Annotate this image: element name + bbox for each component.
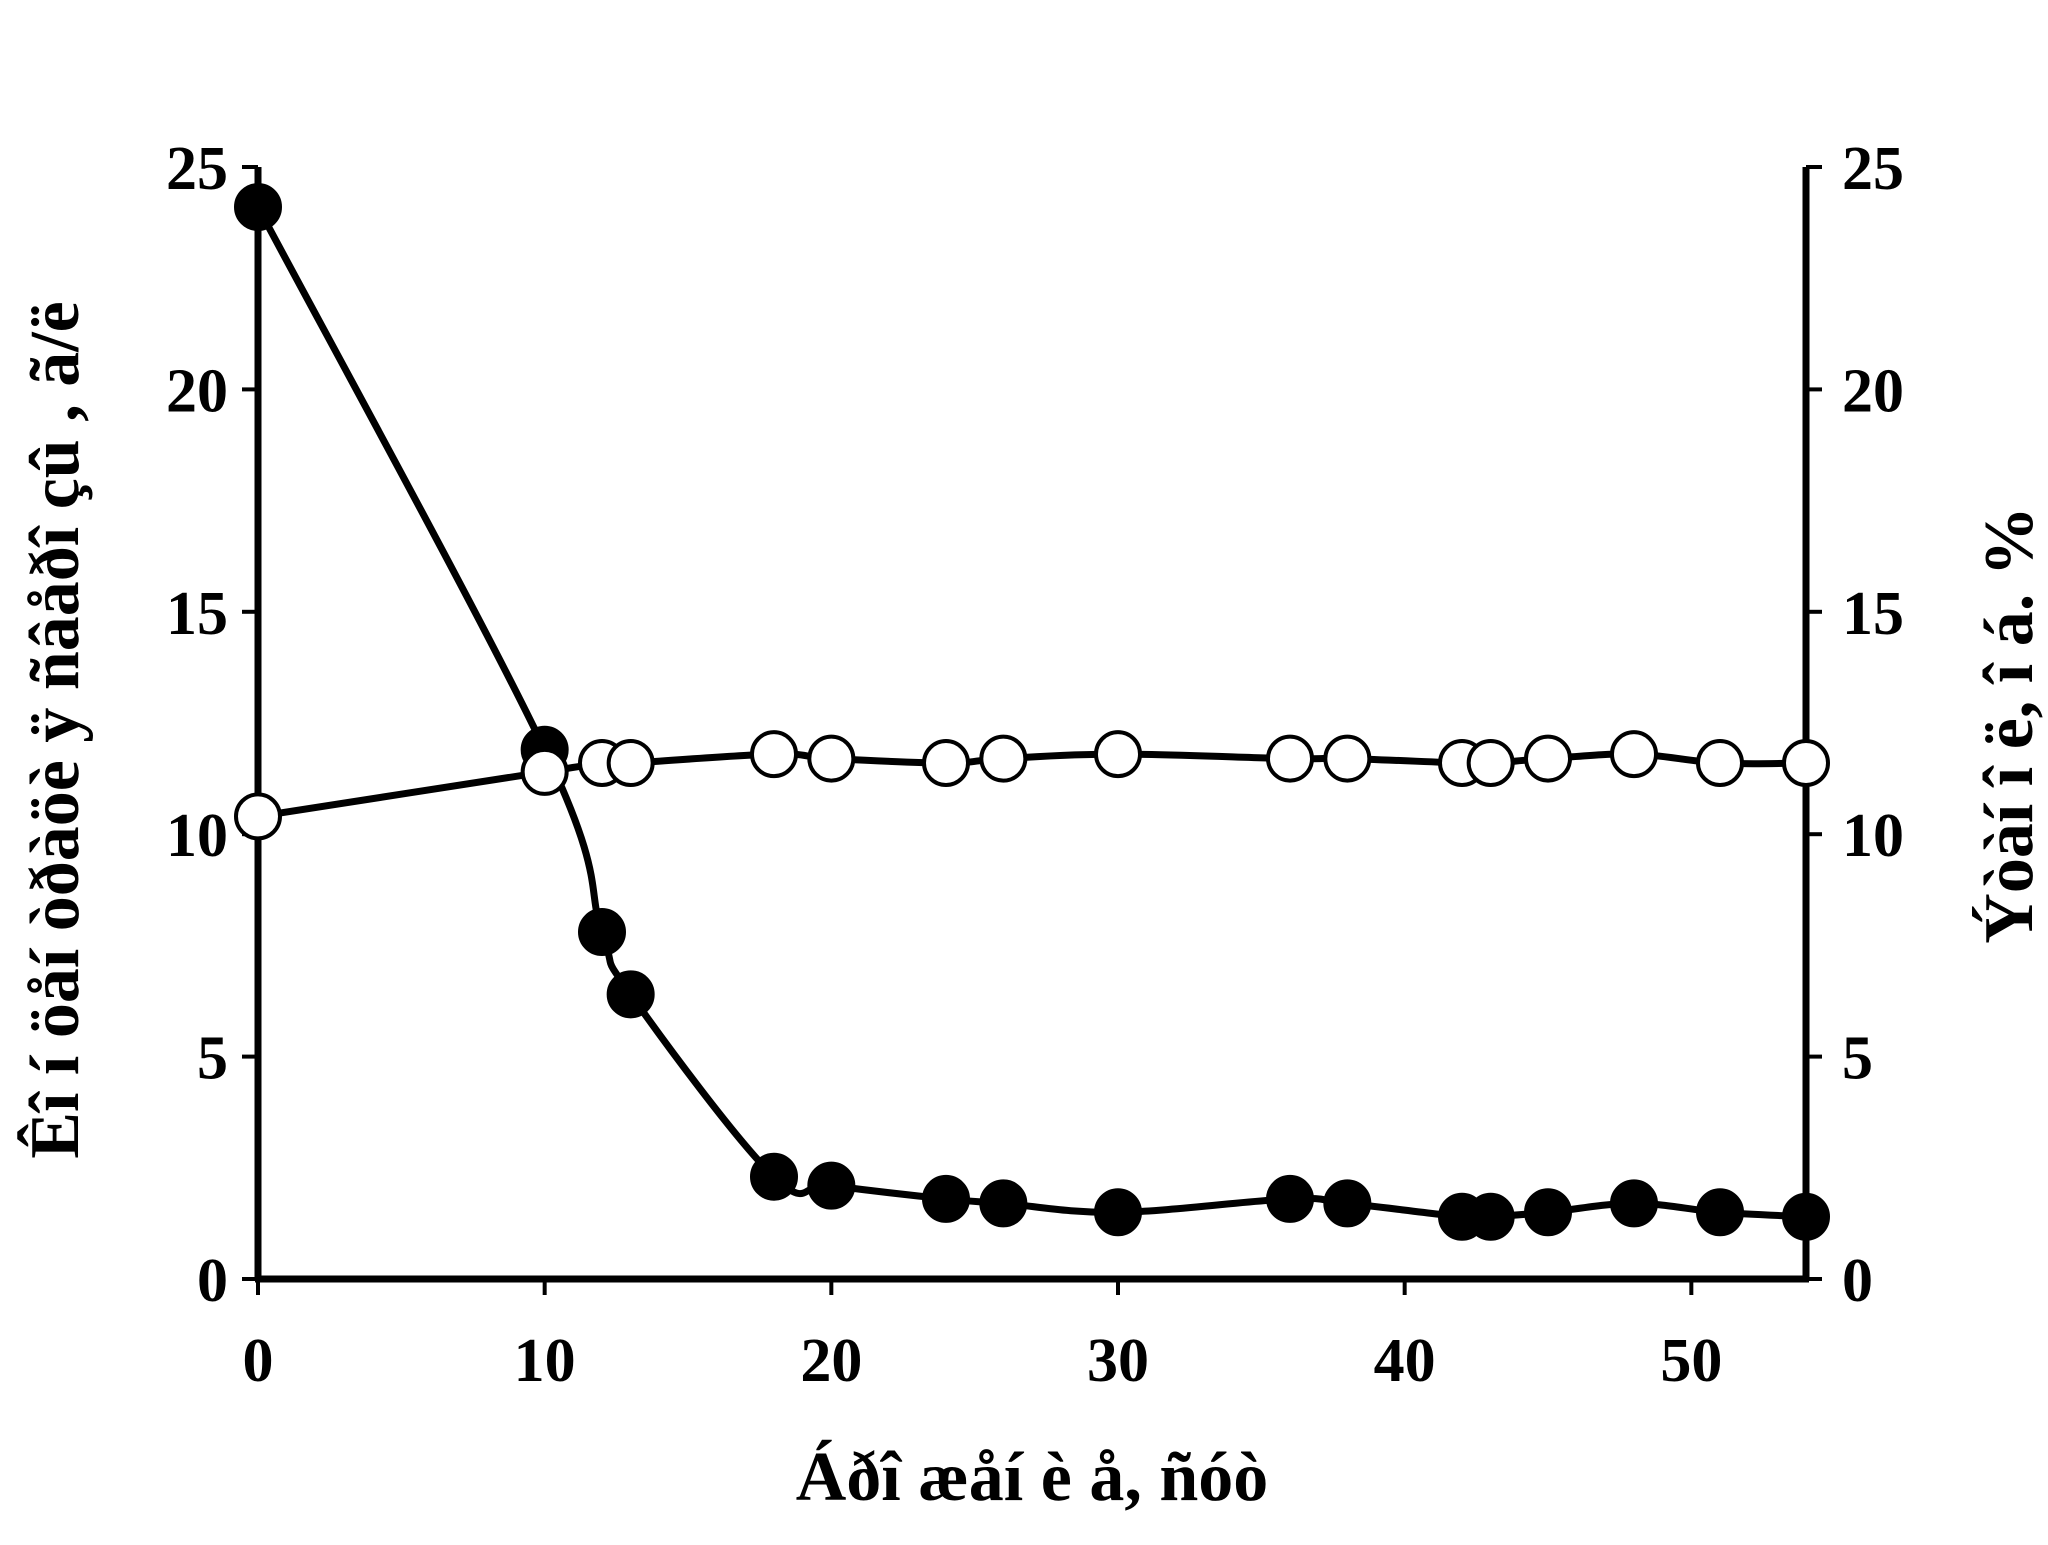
series-2-point <box>1323 734 1372 783</box>
y-tick-label: 15 <box>166 580 228 648</box>
series-1-point <box>1696 1188 1744 1237</box>
series-2-point <box>1266 734 1314 783</box>
series-2-line <box>257 750 1807 820</box>
series-2-point <box>1782 739 1830 788</box>
y-tick-label: 5 <box>197 1025 228 1093</box>
series-1-point <box>922 1174 970 1223</box>
y2-tick-label: 0 <box>1842 1247 1873 1315</box>
series-1-point <box>1094 1188 1142 1237</box>
series-2-point <box>520 747 569 796</box>
y2-tick-label: 20 <box>1842 357 1904 425</box>
x-tick-label: 30 <box>1087 1327 1149 1395</box>
series-1-point <box>234 183 282 232</box>
series-1-point <box>1782 1192 1830 1241</box>
x-tick-label: 20 <box>800 1327 862 1395</box>
y-axis-title: Êî í öåí òðàöè ÿ ñâåðî çû , ã/ë <box>17 301 94 1159</box>
series-1-line <box>254 205 1807 1222</box>
series-1-point <box>606 970 655 1019</box>
series-points <box>234 183 1830 1241</box>
series-2-point <box>807 734 856 783</box>
y-tick-label: 10 <box>166 802 228 870</box>
series-1-point <box>1610 1179 1658 1228</box>
series-1-point <box>750 1152 798 1201</box>
series-2-point <box>1696 739 1744 788</box>
series-2-point <box>1524 734 1572 783</box>
axes <box>242 165 1822 1295</box>
tick-labels: 0 10 20 30 40 50 0 5 10 15 20 25 0 5 10 15 20 25 <box>166 135 1904 1395</box>
series-1-point <box>1524 1188 1572 1237</box>
y2-tick-label: 10 <box>1842 802 1904 870</box>
y2-axis-title: Ýòàí î ë, î á. % <box>1971 506 2048 943</box>
series-2-point <box>979 734 1028 783</box>
series-2-point <box>1610 730 1658 779</box>
series-2-point <box>1466 739 1515 788</box>
y-tick-label: 20 <box>166 357 228 425</box>
series-2-point <box>234 792 282 841</box>
x-axis-title: Áðî æåí è å, ñóò <box>796 1439 1269 1516</box>
y2-tick-label: 5 <box>1842 1025 1873 1093</box>
y2-tick-label: 15 <box>1842 580 1904 648</box>
series-1-point <box>1466 1192 1515 1241</box>
x-tick-label: 10 <box>514 1327 576 1395</box>
series-1-point <box>1323 1179 1372 1228</box>
series-2-point <box>606 739 655 788</box>
y-tick-label: 25 <box>166 135 228 203</box>
series-2-point <box>922 739 970 788</box>
series-2-point <box>1094 730 1142 779</box>
x-tick-label: 40 <box>1374 1327 1436 1395</box>
y2-tick-label: 25 <box>1842 135 1904 203</box>
x-tick-label: 0 <box>243 1327 274 1395</box>
series-lines <box>254 205 1807 1222</box>
series-1-point <box>807 1161 856 1210</box>
x-tick-label: 50 <box>1660 1327 1722 1395</box>
series-1-point <box>979 1179 1028 1228</box>
series-1-point <box>1266 1174 1314 1223</box>
series-1-point <box>578 908 626 957</box>
y-tick-label: 0 <box>197 1247 228 1315</box>
series-2-point <box>750 730 798 779</box>
